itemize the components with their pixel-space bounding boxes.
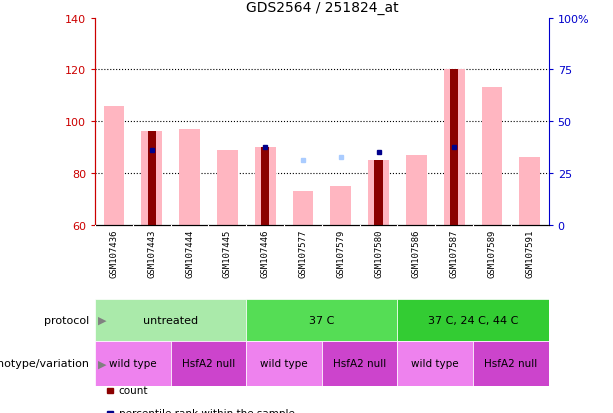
Bar [261,147,269,225]
Text: GSM107586: GSM107586 [412,229,421,277]
Bar [406,155,427,225]
Text: wild type: wild type [260,358,308,368]
Text: HsfA2 null: HsfA2 null [484,358,538,368]
Text: GSM107580: GSM107580 [374,229,383,277]
Text: HsfA2 null: HsfA2 null [333,358,386,368]
Bar [330,186,351,225]
Text: ▶: ▶ [98,315,107,325]
Bar [217,150,238,225]
Text: count: count [119,385,148,395]
Bar [292,192,313,225]
Text: GSM107445: GSM107445 [223,229,232,277]
Bar [95,341,170,386]
Bar [95,299,246,341]
Bar [170,341,246,386]
Bar [142,132,162,225]
Text: percentile rank within the sample: percentile rank within the sample [119,408,295,413]
Bar [397,341,473,386]
Bar [444,70,465,225]
Text: HsfA2 null: HsfA2 null [182,358,235,368]
Text: untreated: untreated [143,315,198,325]
Bar [255,147,275,225]
Text: 37 C: 37 C [309,315,335,325]
Text: wild type: wild type [109,358,157,368]
Text: ▶: ▶ [98,358,107,368]
Text: 37 C, 24 C, 44 C: 37 C, 24 C, 44 C [428,315,518,325]
Text: GSM107444: GSM107444 [185,229,194,277]
Text: GSM107589: GSM107589 [487,229,497,277]
Bar [519,158,540,225]
Text: GSM107579: GSM107579 [336,229,345,277]
Bar [246,341,322,386]
Text: wild type: wild type [411,358,459,368]
Text: GSM107446: GSM107446 [261,229,270,277]
Text: protocol: protocol [44,315,89,325]
Bar [482,88,502,225]
Bar [179,130,200,225]
Bar [397,299,549,341]
Bar [246,299,397,341]
Bar [148,132,156,225]
Text: GSM107591: GSM107591 [525,229,535,277]
Title: GDS2564 / 251824_at: GDS2564 / 251824_at [246,1,398,15]
Text: GSM107443: GSM107443 [147,229,156,277]
Bar [322,341,397,386]
Text: GSM107436: GSM107436 [109,229,118,277]
Bar [473,341,549,386]
Bar [450,70,459,225]
Bar [104,106,124,225]
Text: genotype/variation: genotype/variation [0,358,89,368]
Text: GSM107587: GSM107587 [449,229,459,277]
Bar [368,161,389,225]
Bar [375,161,383,225]
Text: GSM107577: GSM107577 [299,229,308,277]
